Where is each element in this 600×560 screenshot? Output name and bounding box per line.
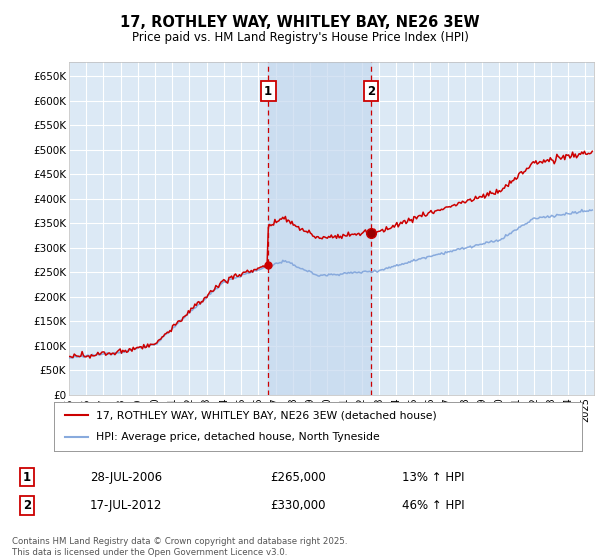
Text: 17-JUL-2012: 17-JUL-2012 <box>90 499 163 512</box>
Text: 46% ↑ HPI: 46% ↑ HPI <box>402 499 464 512</box>
Text: 2: 2 <box>367 85 375 97</box>
Text: £265,000: £265,000 <box>270 470 326 483</box>
Text: 28-JUL-2006: 28-JUL-2006 <box>90 470 162 483</box>
Text: 2: 2 <box>23 499 31 512</box>
Bar <box>268 62 371 395</box>
Text: 17, ROTHLEY WAY, WHITLEY BAY, NE26 3EW (detached house): 17, ROTHLEY WAY, WHITLEY BAY, NE26 3EW (… <box>96 410 437 421</box>
Text: 1: 1 <box>264 85 272 97</box>
Text: £330,000: £330,000 <box>270 499 325 512</box>
Text: HPI: Average price, detached house, North Tyneside: HPI: Average price, detached house, Nort… <box>96 432 380 442</box>
Text: 1: 1 <box>23 470 31 483</box>
Text: Price paid vs. HM Land Registry's House Price Index (HPI): Price paid vs. HM Land Registry's House … <box>131 31 469 44</box>
Text: 17, ROTHLEY WAY, WHITLEY BAY, NE26 3EW: 17, ROTHLEY WAY, WHITLEY BAY, NE26 3EW <box>120 15 480 30</box>
Text: 13% ↑ HPI: 13% ↑ HPI <box>402 470 464 483</box>
Text: Contains HM Land Registry data © Crown copyright and database right 2025.
This d: Contains HM Land Registry data © Crown c… <box>12 537 347 557</box>
